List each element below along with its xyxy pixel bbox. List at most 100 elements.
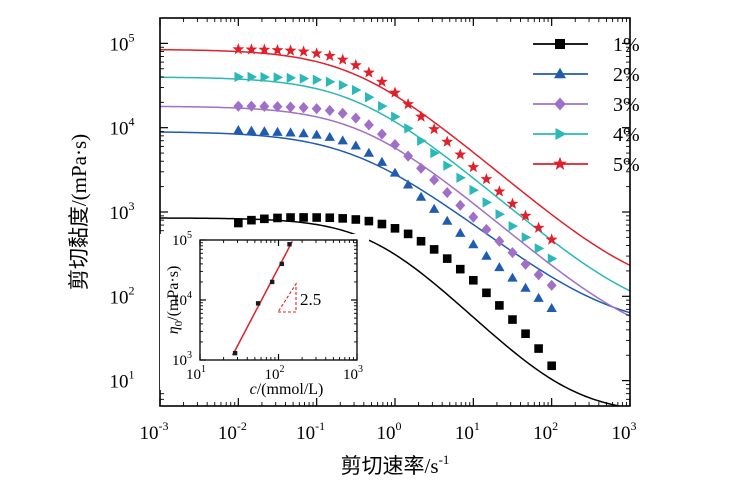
data-point [415, 110, 427, 122]
inset-data-point [255, 301, 261, 306]
data-point [363, 119, 374, 131]
data-point [481, 223, 492, 236]
data-point [376, 128, 387, 140]
data-point [507, 272, 518, 282]
inset-fit-line [231, 240, 293, 356]
data-point [429, 245, 439, 254]
data-point [468, 211, 479, 223]
slope-annotation: 2.5 [300, 290, 321, 309]
data-point [443, 160, 453, 171]
fit-line [231, 240, 293, 356]
data-point [520, 282, 531, 292]
data-point [403, 229, 413, 239]
data-point [495, 301, 504, 310]
inset-x-tick-label: 103 [343, 364, 363, 383]
main-x-tick-labels: 10-3 10-2 10-1 100 101 102 103 [140, 419, 637, 444]
legend-label: 2% [613, 64, 640, 86]
data-point [494, 235, 505, 247]
series-line-5 [159, 48, 631, 267]
data-point [378, 101, 388, 112]
x-axis-label: 剪切速率/s-1 [341, 452, 450, 478]
main-series-markers [232, 43, 558, 371]
data-point [350, 112, 361, 124]
data-point [469, 184, 479, 196]
legend-label: 4% [613, 124, 640, 146]
data-point [233, 100, 244, 112]
data-point [454, 148, 467, 160]
data-point [272, 126, 283, 136]
data-point [363, 147, 375, 157]
data-point [311, 103, 322, 115]
data-point [325, 213, 335, 223]
legend-label: 1% [613, 34, 640, 56]
data-point [455, 199, 466, 211]
y-tick-label: 104 [110, 115, 135, 140]
data-point [508, 315, 517, 324]
data-point [469, 275, 478, 285]
x-tick-label: 101 [455, 419, 480, 444]
data-point [351, 215, 361, 224]
data-point [312, 74, 323, 85]
x-tick-label: 10-2 [218, 419, 247, 444]
data-point [534, 344, 543, 353]
data-point [271, 43, 284, 56]
inset-data-point [269, 279, 275, 285]
data-point [506, 197, 519, 209]
data-point [299, 73, 310, 84]
slope-triangle [276, 282, 297, 313]
data-point [377, 219, 387, 229]
x-tick-label: 102 [533, 419, 558, 444]
data-point [298, 128, 309, 138]
inset-data-point [232, 350, 238, 356]
data-point [258, 43, 271, 55]
data-point [260, 214, 269, 224]
data-point [532, 221, 545, 233]
data-point [391, 111, 401, 122]
inset-x-tick-labels: 101 102 103 [186, 364, 363, 383]
main-y-tick-labels: 101 102 103 104 105 [110, 30, 135, 392]
data-point [365, 92, 375, 103]
data-point [429, 174, 440, 186]
data-point [416, 162, 426, 174]
data-point [495, 209, 505, 220]
legend-label: 3% [613, 94, 640, 116]
inset-x-tick-label: 101 [186, 364, 206, 383]
inset-x-axis-label: c/(mmol/L) [250, 381, 324, 398]
data-point [417, 135, 427, 146]
data-point [428, 203, 440, 213]
data-point [482, 288, 491, 298]
data-point [534, 243, 545, 254]
data-point [285, 101, 296, 113]
data-point [389, 167, 401, 177]
data-point [246, 100, 257, 112]
data-point [430, 147, 440, 159]
data-point [312, 213, 321, 222]
data-point [428, 122, 441, 135]
data-point [324, 104, 335, 117]
data-point [338, 79, 349, 91]
data-point [402, 97, 415, 110]
x-tick-label: 103 [612, 419, 637, 444]
data-point [298, 102, 309, 114]
inset-y-tick-label: 105 [172, 230, 192, 249]
data-point [259, 100, 270, 112]
slope-triangle-shape [276, 282, 297, 313]
data-point [390, 224, 400, 233]
inset-markers [232, 242, 292, 356]
data-point [246, 125, 257, 135]
y-tick-label: 103 [110, 199, 135, 224]
data-point [442, 254, 452, 263]
legend-marker [555, 128, 567, 140]
legend: 1% 2% 3% 4% 5% [533, 34, 640, 176]
data-point [273, 213, 282, 223]
data-point [519, 209, 532, 221]
data-point [232, 43, 245, 55]
data-point [390, 139, 400, 151]
legend-label: 5% [613, 154, 640, 176]
data-point [336, 53, 349, 65]
data-point [299, 213, 308, 222]
data-point [533, 292, 544, 302]
y-tick-label: 105 [110, 30, 135, 55]
x-tick-label: 10-1 [296, 419, 325, 444]
data-point [494, 262, 505, 272]
